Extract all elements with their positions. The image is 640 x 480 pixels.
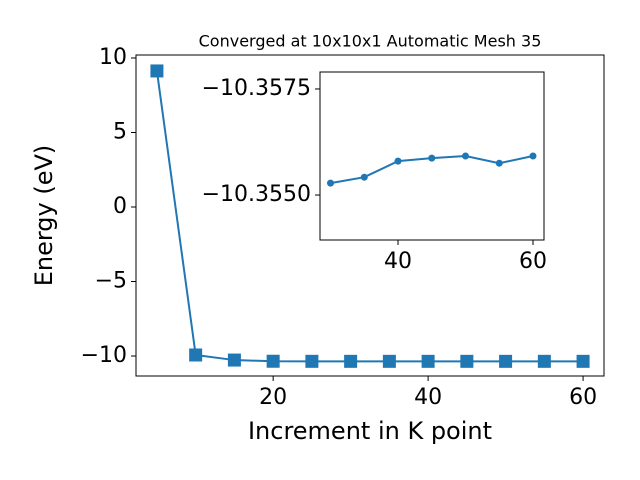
marker — [150, 64, 164, 78]
chart-title: Converged at 10x10x1 Automatic Mesh 35 — [199, 32, 542, 51]
x-tick-label: 60 — [519, 249, 547, 274]
marker — [327, 179, 335, 187]
marker — [529, 152, 537, 160]
marker — [428, 154, 436, 162]
x-tick-label: 40 — [414, 385, 442, 410]
marker — [344, 354, 358, 368]
x-axis-label: Increment in K point — [248, 417, 492, 445]
y-tick-label: −10 — [81, 343, 127, 368]
marker — [305, 354, 319, 368]
marker — [266, 354, 280, 368]
y-tick-label: 0 — [113, 194, 127, 219]
marker — [495, 159, 503, 167]
y-tick-label: 10 — [99, 45, 127, 70]
x-tick-label: 20 — [259, 385, 287, 410]
marker — [421, 354, 435, 368]
y-tick-label: 5 — [113, 119, 127, 144]
marker — [394, 157, 402, 165]
y-tick-label: −10.3575 — [202, 76, 311, 101]
y-tick-label: −5 — [95, 269, 127, 294]
x-tick-label: 60 — [569, 385, 597, 410]
marker — [189, 348, 203, 362]
marker — [382, 354, 396, 368]
marker — [227, 353, 241, 367]
marker — [462, 152, 470, 160]
x-tick-label: 40 — [384, 249, 412, 274]
marker — [460, 354, 474, 368]
marker — [576, 354, 590, 368]
marker — [360, 173, 368, 181]
y-axis-label: Energy (eV) — [30, 145, 58, 287]
marker — [537, 354, 551, 368]
marker — [499, 354, 513, 368]
y-tick-label: −10.3550 — [202, 182, 311, 207]
